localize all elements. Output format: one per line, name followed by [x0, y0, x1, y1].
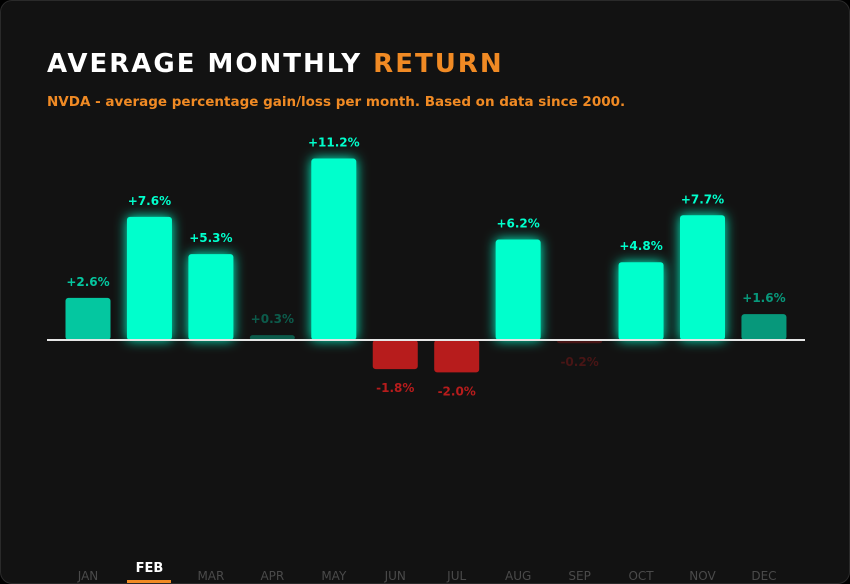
bar-mar [188, 254, 234, 340]
month-tab-jun[interactable]: JUN [384, 569, 406, 583]
month-tab-sep[interactable]: SEP [568, 569, 591, 583]
title-main: AVERAGE MONTHLY [47, 49, 374, 79]
data-label-jun: -1.8% [376, 381, 414, 395]
data-label-nov: +7.7% [681, 192, 724, 206]
month-tab-jul[interactable]: JUL [447, 569, 467, 583]
data-label-oct: +4.8% [619, 239, 662, 253]
bar-aug [495, 239, 541, 340]
month-tab-aug[interactable]: AUG [504, 569, 532, 583]
title-accent: RETURN [373, 49, 504, 79]
bar-nov [680, 215, 725, 340]
data-label-jan: +2.6% [66, 275, 109, 289]
month-tab-feb[interactable]: FEB [119, 561, 179, 583]
bar-jan [65, 297, 111, 340]
data-label-feb: +7.6% [128, 194, 171, 208]
bar-feb [126, 216, 172, 340]
month-tab-may[interactable]: MAY [321, 569, 347, 583]
chart-subtitle: NVDA - average percentage gain/loss per … [47, 94, 626, 110]
month-tab-nov[interactable]: NOV [689, 569, 716, 583]
data-label-mar: +5.3% [189, 231, 232, 245]
month-tab-mar[interactable]: MAR [197, 569, 225, 583]
bar-dec [741, 314, 787, 340]
chart-title: AVERAGE MONTHLY RETURN [47, 49, 504, 79]
data-label-sep: -0.2% [560, 355, 598, 369]
month-tab-dec[interactable]: DEC [751, 569, 777, 583]
bar-apr [249, 335, 295, 340]
data-label-dec: +1.6% [742, 291, 785, 305]
data-label-apr: +0.3% [251, 312, 294, 326]
data-label-may: +11.2% [308, 136, 360, 150]
bar-oct [618, 262, 664, 340]
bar-may [311, 158, 357, 340]
bar-jul [434, 340, 480, 373]
month-tab-jan[interactable]: JAN [77, 569, 99, 583]
data-label-aug: +6.2% [496, 217, 539, 231]
data-label-jul: -2.0% [438, 384, 476, 398]
month-tab-apr[interactable]: APR [260, 569, 285, 583]
bar-jun [372, 340, 418, 370]
month-tab-oct[interactable]: OCT [628, 569, 654, 583]
